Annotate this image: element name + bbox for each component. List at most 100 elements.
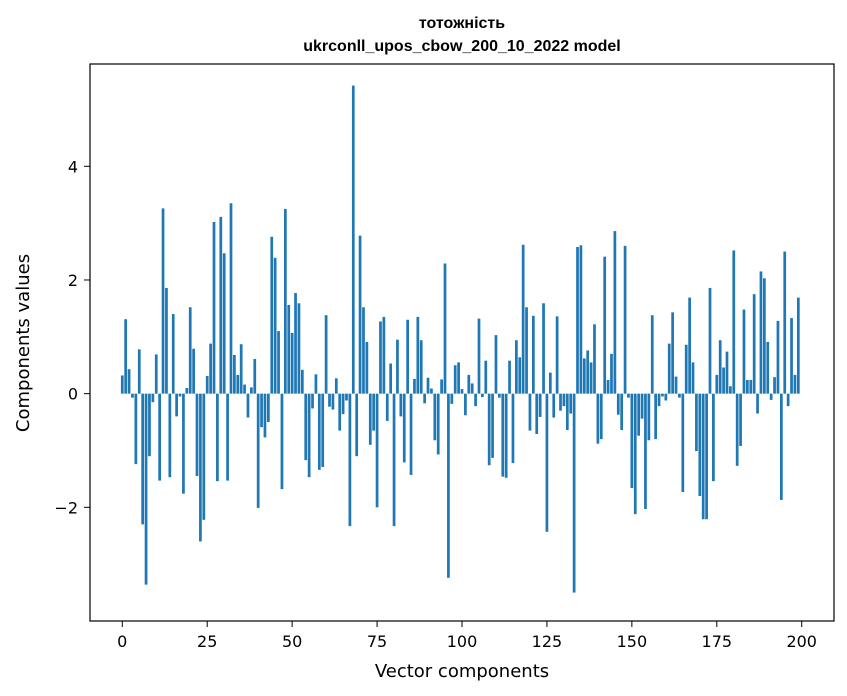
bar	[576, 247, 579, 394]
bar	[168, 393, 172, 478]
bar	[718, 340, 722, 394]
bar	[260, 393, 263, 428]
bar	[443, 263, 447, 394]
bar	[127, 369, 131, 394]
bar	[277, 331, 280, 394]
bar	[684, 344, 688, 394]
bar	[175, 393, 178, 417]
y-tick-label: 2	[68, 271, 78, 290]
bar	[746, 380, 749, 394]
bar	[209, 343, 212, 394]
bar	[453, 365, 457, 394]
bar	[385, 393, 389, 421]
bar	[233, 355, 236, 394]
bar	[654, 393, 657, 440]
y-tick-label: −2	[54, 498, 78, 517]
bar	[657, 393, 661, 407]
bar	[667, 343, 671, 394]
bar	[593, 324, 596, 394]
bar	[545, 393, 549, 532]
bar	[487, 393, 491, 466]
bar	[501, 393, 505, 477]
bar	[280, 393, 284, 490]
bar	[467, 374, 471, 394]
bar	[430, 388, 433, 394]
bar	[171, 314, 175, 394]
x-axis-ticks: 0 25 50 75 100 125 150 175 200	[117, 621, 817, 651]
bar	[491, 393, 494, 458]
bar	[199, 393, 202, 542]
bar	[678, 393, 681, 398]
bar	[148, 393, 151, 457]
bar	[742, 309, 746, 394]
bar	[263, 393, 267, 438]
bar	[124, 319, 128, 394]
bar	[341, 393, 345, 415]
bar	[470, 383, 474, 394]
bar	[759, 271, 763, 394]
bar	[158, 393, 161, 481]
bar	[188, 307, 192, 394]
bar	[294, 293, 297, 394]
bar	[582, 358, 586, 394]
bar	[735, 393, 739, 466]
bar	[239, 344, 243, 394]
bar	[633, 393, 637, 515]
bar	[548, 372, 552, 394]
bar	[355, 393, 359, 457]
bar	[202, 393, 206, 520]
bar	[304, 393, 308, 461]
bar	[589, 362, 593, 394]
y-axis-ticks: −2 0 2 4	[54, 157, 90, 517]
bar	[640, 393, 644, 419]
bar	[396, 339, 399, 394]
bar	[715, 374, 719, 394]
bar	[141, 393, 145, 525]
bar	[732, 250, 736, 394]
x-tick-label: 200	[786, 632, 817, 651]
bar	[131, 393, 134, 398]
bar	[661, 393, 664, 397]
bar	[185, 387, 189, 394]
bar	[290, 332, 294, 394]
bar	[664, 393, 668, 401]
bar	[538, 393, 542, 417]
bar	[562, 393, 566, 407]
bar	[783, 251, 787, 394]
bar	[419, 340, 423, 394]
bar	[521, 244, 525, 394]
bar	[599, 393, 603, 440]
y-tick-label: 0	[68, 385, 78, 404]
bar	[426, 377, 430, 394]
bar	[779, 393, 783, 500]
bar	[722, 367, 725, 394]
bar	[525, 307, 528, 394]
bar	[243, 384, 246, 394]
bar	[362, 307, 365, 394]
bar	[273, 257, 277, 394]
bar	[358, 235, 362, 394]
x-tick-label: 0	[117, 632, 127, 651]
x-tick-label: 25	[197, 632, 217, 651]
bar	[508, 360, 511, 394]
bar	[205, 376, 209, 394]
bar	[161, 208, 165, 394]
bar	[776, 320, 780, 394]
bar	[610, 353, 613, 394]
bar	[613, 231, 617, 394]
bar	[504, 393, 508, 478]
bar	[348, 393, 352, 527]
bar	[623, 245, 627, 394]
bar	[409, 393, 413, 475]
bar	[705, 393, 708, 520]
bar	[773, 377, 776, 394]
bar	[331, 393, 335, 410]
x-tick-label: 175	[702, 632, 733, 651]
bar	[518, 357, 522, 394]
bar	[297, 303, 301, 394]
bar	[535, 393, 539, 434]
bar	[630, 393, 634, 488]
bar	[671, 312, 674, 394]
bar	[192, 348, 195, 394]
